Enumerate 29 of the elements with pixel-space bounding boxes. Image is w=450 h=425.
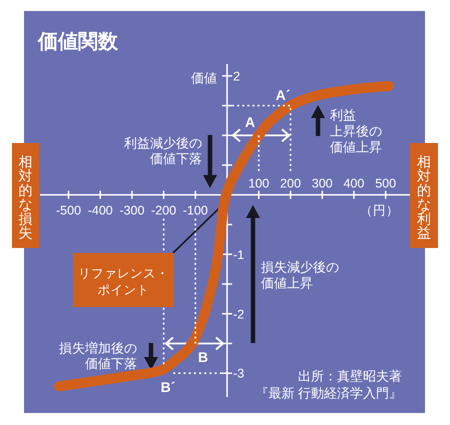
annotation: A — [244, 114, 256, 130]
y-axis-title: 価値 — [191, 70, 218, 86]
x-tick-label: -400 — [88, 203, 113, 218]
x2-tick-label: 400 — [343, 176, 364, 190]
annotation: 利益上昇後の価値上昇 — [330, 108, 382, 155]
annotation: 利益減少後の価値下落 — [124, 136, 202, 166]
y-tick-label: -2 — [233, 307, 244, 322]
annotation: 出所：真壁昭夫著『最新 行動経済学入門』 — [255, 368, 402, 401]
y-tick-label: -1 — [233, 248, 244, 262]
x-tick-label: -500 — [56, 203, 82, 218]
annotation: リファレンス・ポイント — [78, 266, 169, 297]
annotation: 損失減少後の価値上昇 — [261, 260, 339, 291]
x-tick-label: -200 — [151, 203, 176, 218]
annotation: B — [198, 349, 208, 366]
x2-tick-label: 300 — [312, 176, 333, 190]
text: 相対的な利益 — [417, 154, 431, 241]
annotation: B´ — [160, 379, 176, 396]
chart-title: 価値関数 — [37, 31, 119, 54]
x2-tick-label: 100 — [248, 176, 270, 190]
x-tick-label: -300 — [119, 203, 145, 218]
x2-tick-label: 200 — [280, 176, 301, 190]
text: 相対的な損失 — [18, 154, 32, 241]
annotation: A´ — [276, 87, 291, 104]
y-tick-label: 2 — [233, 69, 240, 84]
x-axis-title: （円） — [360, 203, 399, 218]
annotation: 損失増加後の価値下落 — [59, 340, 137, 372]
x2-tick-label: 500 — [375, 176, 396, 190]
y-tick-label: -3 — [233, 366, 244, 381]
x-tick-label: -100 — [182, 203, 208, 218]
